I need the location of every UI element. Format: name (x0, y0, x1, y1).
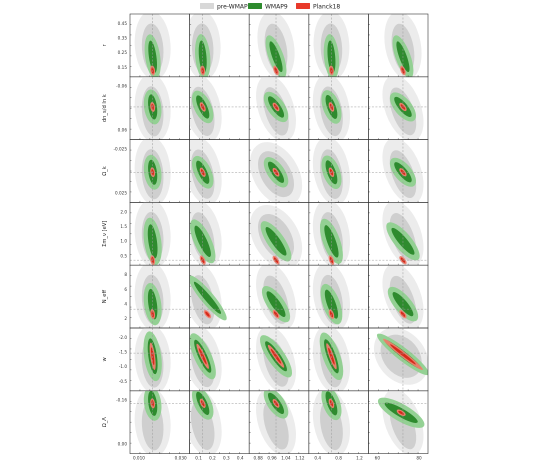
planck18-contour-inner (400, 311, 406, 317)
legend: pre-WMAP WMAP9 Planck18 (200, 3, 340, 10)
planck18-contour-inner (329, 311, 334, 318)
y-tick-label: 6 (124, 287, 127, 292)
y-tick-label: 0.15 (118, 65, 128, 70)
planck18-contour-inner (151, 310, 154, 318)
panel-r-vs-h0 (368, 13, 429, 78)
panel-om-vs-och2 (189, 390, 250, 454)
legend-swatch (296, 3, 310, 9)
y-tick-label: 0.025 (115, 190, 127, 195)
y-tick-label: 8 (124, 272, 127, 277)
panel-r-vs-obh2 (129, 13, 190, 78)
panel-dns-vs-ns (248, 76, 310, 140)
y-tick-label: 0.00 (118, 442, 128, 447)
y-tick-label: 0.5 (120, 253, 127, 258)
panel-dns-vs-och2 (189, 76, 250, 140)
legend-label: WMAP9 (265, 3, 288, 10)
y-axis-label: Σm_ν [eV] (102, 221, 108, 247)
x-tick-label: 0.4 (314, 456, 321, 461)
x-tick-label: 60 (375, 456, 381, 461)
panel-ok-vs-as (308, 139, 369, 203)
y-axis-label: w (102, 357, 108, 362)
panel-neff-vs-obh2 (129, 264, 190, 329)
panel-dns-vs-h0 (368, 76, 429, 140)
panel-w-vs-as (308, 327, 369, 392)
planck18-contour-inner (273, 400, 279, 407)
legend-swatch (248, 3, 262, 9)
y-axis-label: Ω_Λ (102, 417, 108, 428)
planck18-contour-inner (398, 410, 405, 415)
y-axis-label: N_eff (102, 290, 108, 304)
y-tick-label: 4 (124, 301, 127, 306)
x-tick-label: 0.4 (237, 456, 244, 461)
x-tick-label: 0.010 (133, 456, 145, 461)
y-tick-label: -2.0 (119, 335, 128, 340)
panel-w-vs-och2 (189, 327, 250, 392)
panel-neff-vs-h0 (368, 264, 429, 329)
panel-w-vs-h0 (368, 327, 429, 392)
y-tick-label: 0.25 (118, 50, 128, 55)
planck18-contour-inner (273, 104, 279, 110)
x-tick-label: 1.04 (281, 456, 291, 461)
panel-om-vs-ns (248, 390, 310, 454)
y-tick-label: 2 (124, 316, 127, 321)
panel-mnu-vs-och2 (189, 202, 250, 266)
x-tick-label: 0.3 (223, 456, 230, 461)
panel-w-vs-obh2 (129, 327, 190, 392)
panel-mnu-vs-obh2 (129, 202, 190, 266)
x-tick-label: 0.8 (335, 456, 342, 461)
panel-grid: r 0.15 0.25 0.35 0.45 dn_s/d ln k 0.06 -0.06 Ω_k… (102, 13, 429, 461)
y-tick-label: 2.0 (120, 209, 127, 214)
y-axis-label: r (102, 43, 108, 46)
y-tick-label: 0.45 (118, 21, 128, 26)
panel-w-vs-ns (248, 327, 310, 392)
panel-mnu-vs-h0 (368, 202, 429, 266)
planck18-contour-inner (205, 311, 210, 317)
panel-neff-vs-och2 (189, 264, 250, 329)
panel-dns-vs-as (308, 76, 369, 140)
x-tick-label: 0.2 (209, 456, 216, 461)
planck18-contour-inner (200, 103, 205, 110)
x-tick-label: 0.1 (195, 456, 202, 461)
y-tick-label: 1.0 (120, 239, 127, 244)
wmap9-contour-inner (193, 281, 222, 314)
panel-neff-vs-ns (248, 264, 310, 329)
panel-dns-vs-obh2 (129, 76, 190, 140)
x-tick-label: 1.12 (295, 456, 305, 461)
panel-r-vs-ns (248, 13, 310, 78)
y-tick-label: -0.06 (116, 84, 127, 89)
y-tick-label: -0.5 (119, 379, 128, 384)
panel-ok-vs-obh2 (129, 139, 190, 203)
panel-om-vs-as (308, 390, 369, 454)
y-tick-label: 0.06 (118, 128, 128, 133)
y-axis-label: dn_s/d ln k (102, 94, 108, 122)
panel-om-vs-h0 (368, 390, 429, 454)
planck18-contour-inner (200, 400, 205, 407)
y-tick-label: -0.16 (116, 398, 127, 403)
y-axis-label: Ω_k (102, 166, 108, 176)
panel-om-vs-obh2 (129, 390, 190, 454)
legend-swatch (200, 3, 214, 9)
y-tick-label: -0.025 (114, 147, 128, 152)
panel-r-vs-as (308, 13, 369, 78)
panel-r-vs-och2 (189, 13, 250, 78)
panel-mnu-vs-as (308, 202, 369, 266)
y-tick-label: -1.0 (119, 364, 128, 369)
x-tick-label: 80 (416, 456, 422, 461)
x-tick-label: 0.96 (267, 456, 277, 461)
panel-ok-vs-h0 (368, 139, 429, 203)
planck18-contour-inner (400, 104, 406, 110)
y-tick-label: 1.5 (120, 224, 127, 229)
y-tick-label: 0.35 (118, 36, 128, 41)
legend-label: Planck18 (313, 3, 340, 10)
panel-neff-vs-as (308, 264, 369, 329)
planck18-contour-inner (273, 311, 279, 317)
x-tick-label: 1.2 (356, 456, 363, 461)
legend-label: pre-WMAP (217, 3, 248, 10)
panel-ok-vs-och2 (189, 139, 250, 203)
x-tick-label: 0.030 (175, 456, 187, 461)
y-tick-label: -1.5 (119, 350, 128, 355)
x-tick-label: 0.88 (253, 456, 263, 461)
